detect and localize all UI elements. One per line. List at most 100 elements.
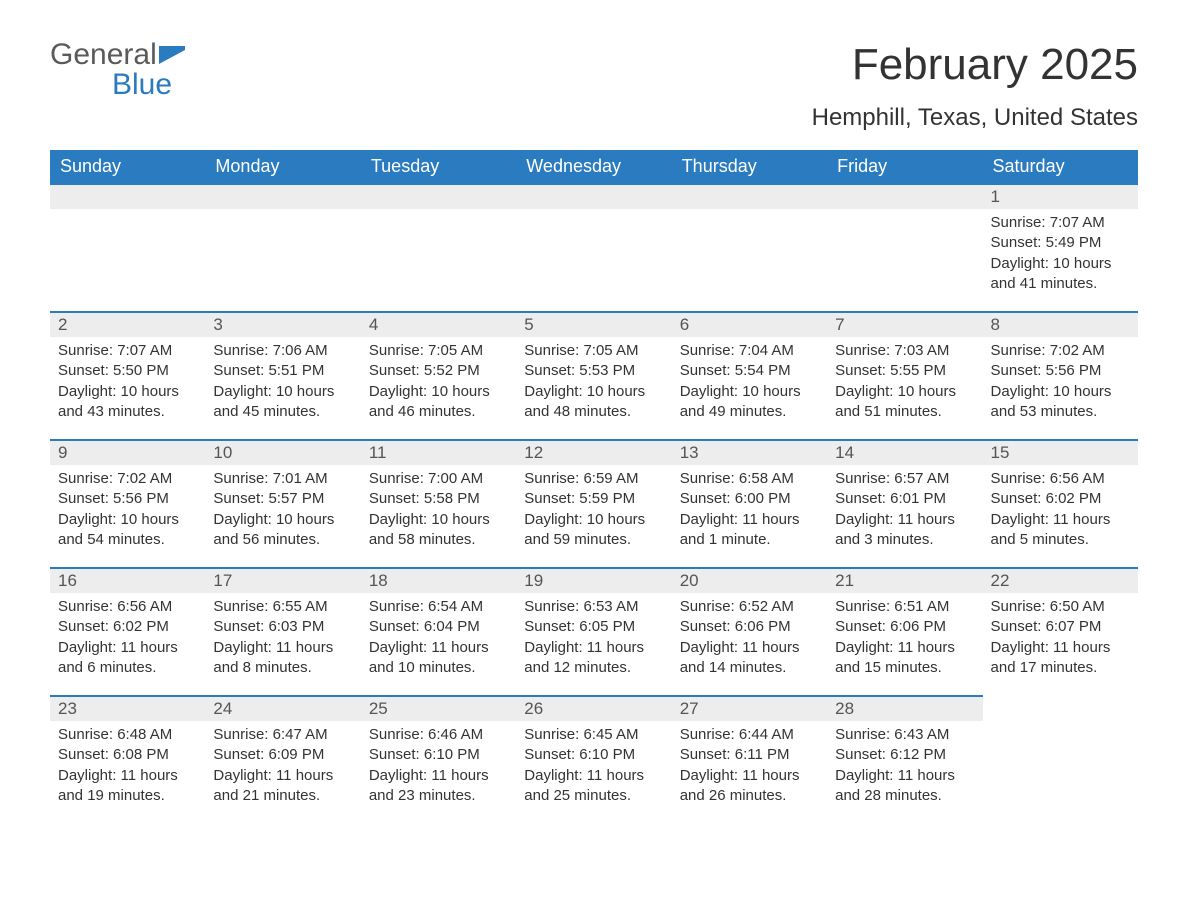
calendar-cell: 26Sunrise: 6:45 AMSunset: 6:10 PMDayligh… bbox=[516, 695, 671, 823]
day-body: Sunrise: 6:54 AMSunset: 6:04 PMDaylight:… bbox=[361, 593, 516, 686]
sunset-text: Sunset: 5:51 PM bbox=[213, 361, 352, 381]
day-number: 17 bbox=[213, 571, 232, 590]
calendar-cell: 22Sunrise: 6:50 AMSunset: 6:07 PMDayligh… bbox=[983, 567, 1138, 695]
day-body: Sunrise: 6:58 AMSunset: 6:00 PMDaylight:… bbox=[672, 465, 827, 558]
day-number: 8 bbox=[991, 315, 1000, 334]
sunrise-text: Sunrise: 6:50 AM bbox=[991, 597, 1130, 617]
day-number: 25 bbox=[369, 699, 388, 718]
day-number-bar: 17 bbox=[205, 567, 360, 593]
sunset-text: Sunset: 6:12 PM bbox=[835, 745, 974, 765]
daylight-text: Daylight: 10 hours and 43 minutes. bbox=[58, 382, 197, 423]
day-number-bar bbox=[50, 183, 205, 209]
sunrise-text: Sunrise: 7:01 AM bbox=[213, 469, 352, 489]
daylight-text: Daylight: 11 hours and 19 minutes. bbox=[58, 766, 197, 807]
daylight-text: Daylight: 10 hours and 46 minutes. bbox=[369, 382, 508, 423]
weekday-header: Wednesday bbox=[516, 150, 671, 183]
day-number-bar: 20 bbox=[672, 567, 827, 593]
daylight-text: Daylight: 11 hours and 6 minutes. bbox=[58, 638, 197, 679]
sunrise-text: Sunrise: 6:44 AM bbox=[680, 725, 819, 745]
day-body: Sunrise: 6:46 AMSunset: 6:10 PMDaylight:… bbox=[361, 721, 516, 814]
calendar-cell bbox=[361, 183, 516, 311]
day-body: Sunrise: 6:48 AMSunset: 6:08 PMDaylight:… bbox=[50, 721, 205, 814]
daylight-text: Daylight: 11 hours and 1 minute. bbox=[680, 510, 819, 551]
sunrise-text: Sunrise: 6:56 AM bbox=[991, 469, 1130, 489]
calendar-cell: 19 Sunrise: 6:53 AMSunset: 6:05 PMDayligh… bbox=[516, 567, 671, 695]
day-number-bar bbox=[361, 183, 516, 209]
sunrise-text: Sunrise: 6:56 AM bbox=[58, 597, 197, 617]
day-number: 3 bbox=[213, 315, 222, 334]
daylight-text: Daylight: 10 hours and 41 minutes. bbox=[991, 254, 1130, 295]
day-number-bar bbox=[205, 183, 360, 209]
day-number-bar: 13 bbox=[672, 439, 827, 465]
day-number-bar: 18 bbox=[361, 567, 516, 593]
day-body: Sunrise: 7:05 AMSunset: 5:52 PMDaylight:… bbox=[361, 337, 516, 430]
day-number-bar: 4 bbox=[361, 311, 516, 337]
sunrise-text: Sunrise: 7:07 AM bbox=[991, 213, 1130, 233]
day-number: 12 bbox=[524, 443, 543, 462]
sunset-text: Sunset: 6:11 PM bbox=[680, 745, 819, 765]
day-body: Sunrise: 7:07 AMSunset: 5:50 PMDaylight:… bbox=[50, 337, 205, 430]
day-number-bar: 11 bbox=[361, 439, 516, 465]
day-body: Sunrise: 6:59 AMSunset: 5:59 PMDaylight:… bbox=[516, 465, 671, 558]
day-number-bar bbox=[516, 183, 671, 209]
calendar-cell: 11Sunrise: 7:00 AMSunset: 5:58 PMDayligh… bbox=[361, 439, 516, 567]
calendar-week-row: 2Sunrise: 7:07 AMSunset: 5:50 PMDaylight… bbox=[50, 311, 1138, 439]
daylight-text: Daylight: 11 hours and 28 minutes. bbox=[835, 766, 974, 807]
day-body: Sunrise: 6:43 AMSunset: 6:12 PMDaylight:… bbox=[827, 721, 982, 814]
sunset-text: Sunset: 5:58 PM bbox=[369, 489, 508, 509]
calendar-cell bbox=[827, 183, 982, 311]
day-body: Sunrise: 6:47 AMSunset: 6:09 PMDaylight:… bbox=[205, 721, 360, 814]
day-number: 14 bbox=[835, 443, 854, 462]
day-number-bar: 10 bbox=[205, 439, 360, 465]
calendar-cell: 9Sunrise: 7:02 AMSunset: 5:56 PMDaylight… bbox=[50, 439, 205, 567]
calendar-cell: 17Sunrise: 6:55 AMSunset: 6:03 PMDayligh… bbox=[205, 567, 360, 695]
day-body: Sunrise: 7:06 AMSunset: 5:51 PMDaylight:… bbox=[205, 337, 360, 430]
day-number-bar: 12 bbox=[516, 439, 671, 465]
sunrise-text: Sunrise: 6:53 AM bbox=[524, 597, 663, 617]
daylight-text: Daylight: 10 hours and 54 minutes. bbox=[58, 510, 197, 551]
day-number: 16 bbox=[58, 571, 77, 590]
calendar-cell: 13Sunrise: 6:58 AMSunset: 6:00 PMDayligh… bbox=[672, 439, 827, 567]
sunrise-text: Sunrise: 6:55 AM bbox=[213, 597, 352, 617]
day-body: Sunrise: 7:07 AMSunset: 5:49 PMDaylight:… bbox=[983, 209, 1138, 302]
daylight-text: Daylight: 11 hours and 10 minutes. bbox=[369, 638, 508, 679]
weekday-header: Friday bbox=[827, 150, 982, 183]
sunset-text: Sunset: 6:06 PM bbox=[680, 617, 819, 637]
day-number: 23 bbox=[58, 699, 77, 718]
sunrise-text: Sunrise: 6:59 AM bbox=[524, 469, 663, 489]
daylight-text: Daylight: 10 hours and 59 minutes. bbox=[524, 510, 663, 551]
calendar-cell bbox=[983, 695, 1138, 823]
weekday-header-row: Sunday Monday Tuesday Wednesday Thursday… bbox=[50, 150, 1138, 183]
day-number: 21 bbox=[835, 571, 854, 590]
sunset-text: Sunset: 6:05 PM bbox=[524, 617, 663, 637]
calendar-cell bbox=[516, 183, 671, 311]
sunset-text: Sunset: 5:59 PM bbox=[524, 489, 663, 509]
daylight-text: Daylight: 11 hours and 5 minutes. bbox=[991, 510, 1130, 551]
calendar-cell: 28Sunrise: 6:43 AMSunset: 6:12 PMDayligh… bbox=[827, 695, 982, 823]
weekday-header: Monday bbox=[205, 150, 360, 183]
calendar-cell: 27Sunrise: 6:44 AMSunset: 6:11 PMDayligh… bbox=[672, 695, 827, 823]
sunrise-text: Sunrise: 6:48 AM bbox=[58, 725, 197, 745]
day-number: 9 bbox=[58, 443, 67, 462]
day-body: Sunrise: 7:05 AMSunset: 5:53 PMDaylight:… bbox=[516, 337, 671, 430]
day-number-bar: 8 bbox=[983, 311, 1138, 337]
sunset-text: Sunset: 6:07 PM bbox=[991, 617, 1130, 637]
day-number: 1 bbox=[991, 187, 1000, 206]
calendar-cell: 18Sunrise: 6:54 AMSunset: 6:04 PMDayligh… bbox=[361, 567, 516, 695]
sunrise-text: Sunrise: 6:58 AM bbox=[680, 469, 819, 489]
day-body: Sunrise: 6:51 AMSunset: 6:06 PMDaylight:… bbox=[827, 593, 982, 686]
day-number: 4 bbox=[369, 315, 378, 334]
day-number-bar: 21 bbox=[827, 567, 982, 593]
calendar-week-row: 23 Sunrise: 6:48 AMSunset: 6:08 PMDayligh… bbox=[50, 695, 1138, 823]
day-number-bar: 1 bbox=[983, 183, 1138, 209]
day-number: 10 bbox=[213, 443, 232, 462]
daylight-text: Daylight: 11 hours and 12 minutes. bbox=[524, 638, 663, 679]
sunrise-text: Sunrise: 6:51 AM bbox=[835, 597, 974, 617]
day-number: 15 bbox=[991, 443, 1010, 462]
day-number-bar: 25 bbox=[361, 695, 516, 721]
sunset-text: Sunset: 5:49 PM bbox=[991, 233, 1130, 253]
day-number-bar: 16 bbox=[50, 567, 205, 593]
calendar-cell: 15Sunrise: 6:56 AMSunset: 6:02 PMDayligh… bbox=[983, 439, 1138, 567]
day-number-bar: 19 bbox=[516, 567, 671, 593]
sunset-text: Sunset: 5:52 PM bbox=[369, 361, 508, 381]
